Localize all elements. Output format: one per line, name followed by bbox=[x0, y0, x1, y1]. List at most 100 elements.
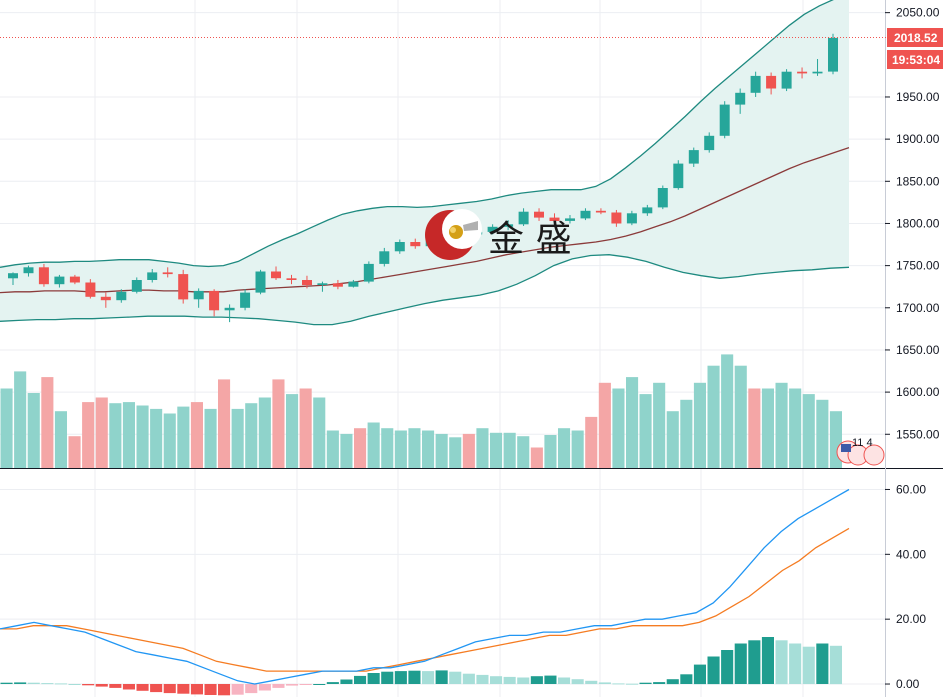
volume-bar bbox=[136, 405, 149, 468]
volume-bar bbox=[408, 428, 421, 468]
candle-body bbox=[178, 274, 189, 300]
macd-histogram bbox=[0, 637, 842, 696]
macd-histogram-bar bbox=[422, 671, 435, 685]
candle[interactable] bbox=[750, 71, 761, 97]
candle[interactable] bbox=[38, 263, 49, 287]
candle[interactable] bbox=[193, 288, 204, 308]
flag-icon bbox=[841, 444, 851, 452]
candle[interactable] bbox=[8, 272, 18, 286]
candle[interactable] bbox=[626, 210, 637, 226]
candle[interactable] bbox=[657, 185, 668, 210]
candle[interactable] bbox=[286, 274, 297, 285]
candle-body bbox=[750, 75, 761, 93]
candle[interactable] bbox=[23, 265, 34, 277]
last-price-label: 2018.52 bbox=[894, 31, 938, 45]
candle[interactable] bbox=[332, 279, 343, 290]
candlesticks[interactable] bbox=[8, 33, 838, 323]
event-badge-label: 11 4 bbox=[852, 437, 873, 449]
candle[interactable] bbox=[812, 59, 823, 76]
volume-bar bbox=[177, 406, 190, 468]
candle[interactable] bbox=[766, 72, 777, 95]
volume-bar bbox=[41, 377, 54, 468]
candle[interactable] bbox=[719, 101, 730, 139]
candle[interactable] bbox=[116, 289, 127, 303]
candle[interactable] bbox=[363, 261, 374, 284]
candle[interactable] bbox=[611, 209, 622, 227]
macd-histogram-bar bbox=[666, 679, 679, 685]
candle[interactable] bbox=[828, 33, 838, 75]
candle-body bbox=[781, 71, 792, 89]
candle[interactable] bbox=[549, 213, 560, 225]
candle[interactable] bbox=[240, 289, 251, 311]
candle[interactable] bbox=[534, 208, 544, 221]
macd-histogram-bar bbox=[82, 684, 95, 686]
macd-histogram-bar bbox=[218, 684, 231, 696]
price-axis[interactable]: 2050.00 1950.00 1900.00 1850.00 1800.00 1750.… bbox=[885, 6, 940, 442]
candle[interactable] bbox=[580, 208, 591, 221]
candle[interactable] bbox=[162, 267, 173, 278]
volume-bar bbox=[802, 394, 815, 468]
candle[interactable] bbox=[100, 292, 111, 308]
macd-tick-label: 40.00 bbox=[896, 547, 926, 561]
candle[interactable] bbox=[673, 160, 684, 190]
candle[interactable] bbox=[317, 281, 328, 292]
macd-axis[interactable]: 60.00 40.00 20.00 0.00 bbox=[885, 483, 926, 692]
candle[interactable] bbox=[797, 67, 808, 79]
candle[interactable] bbox=[735, 88, 746, 114]
candle[interactable] bbox=[178, 269, 189, 304]
candle-body bbox=[518, 211, 529, 225]
candle[interactable] bbox=[131, 277, 142, 294]
price-tick-label: 1850.00 bbox=[896, 174, 940, 188]
macd-histogram-bar bbox=[802, 646, 815, 684]
candle[interactable] bbox=[69, 274, 80, 285]
candle[interactable] bbox=[224, 304, 235, 323]
macd-histogram-bar bbox=[734, 643, 747, 684]
candle[interactable] bbox=[410, 238, 421, 249]
candle[interactable] bbox=[518, 208, 529, 226]
candle[interactable] bbox=[595, 208, 606, 215]
candle-body bbox=[565, 218, 575, 221]
candle[interactable] bbox=[704, 132, 715, 153]
candle-body bbox=[162, 272, 173, 275]
candle[interactable] bbox=[302, 275, 312, 289]
volume-bar bbox=[476, 428, 489, 468]
candle[interactable] bbox=[565, 215, 575, 224]
candle[interactable] bbox=[255, 269, 266, 295]
candle[interactable] bbox=[271, 266, 281, 280]
volume-bar bbox=[693, 382, 706, 468]
volume-bar bbox=[721, 354, 734, 468]
volume-bar bbox=[354, 428, 367, 468]
candle[interactable] bbox=[503, 220, 514, 231]
candle-body bbox=[704, 135, 715, 151]
candle[interactable] bbox=[642, 204, 653, 216]
candle-body bbox=[828, 37, 838, 72]
candle[interactable] bbox=[54, 274, 65, 288]
candle[interactable] bbox=[85, 279, 96, 299]
candle[interactable] bbox=[781, 69, 792, 92]
macd-histogram-bar bbox=[571, 679, 584, 685]
candle-body bbox=[797, 71, 808, 74]
volume-bar bbox=[299, 388, 312, 468]
macd-histogram-bar bbox=[150, 684, 163, 693]
candle[interactable] bbox=[379, 247, 390, 267]
macd-histogram-bar bbox=[381, 671, 394, 684]
volume-bar bbox=[150, 408, 163, 468]
volume-bar bbox=[27, 393, 40, 468]
candle-body bbox=[487, 226, 498, 232]
candle[interactable] bbox=[394, 239, 405, 254]
volume-bar bbox=[82, 402, 95, 468]
volume-bar bbox=[422, 430, 435, 468]
macd-histogram-bar bbox=[517, 677, 530, 684]
volume-bar bbox=[109, 403, 122, 468]
candle[interactable] bbox=[209, 289, 220, 317]
volume-bar bbox=[462, 433, 475, 468]
candle[interactable] bbox=[688, 147, 699, 167]
candle[interactable] bbox=[348, 279, 359, 288]
candle[interactable] bbox=[487, 224, 498, 235]
macd-histogram-bar bbox=[354, 675, 367, 684]
volume-bar bbox=[381, 428, 394, 468]
event-badge[interactable]: 11 4 bbox=[836, 437, 885, 466]
candle[interactable] bbox=[147, 268, 158, 283]
macd-histogram-bar bbox=[680, 674, 693, 684]
